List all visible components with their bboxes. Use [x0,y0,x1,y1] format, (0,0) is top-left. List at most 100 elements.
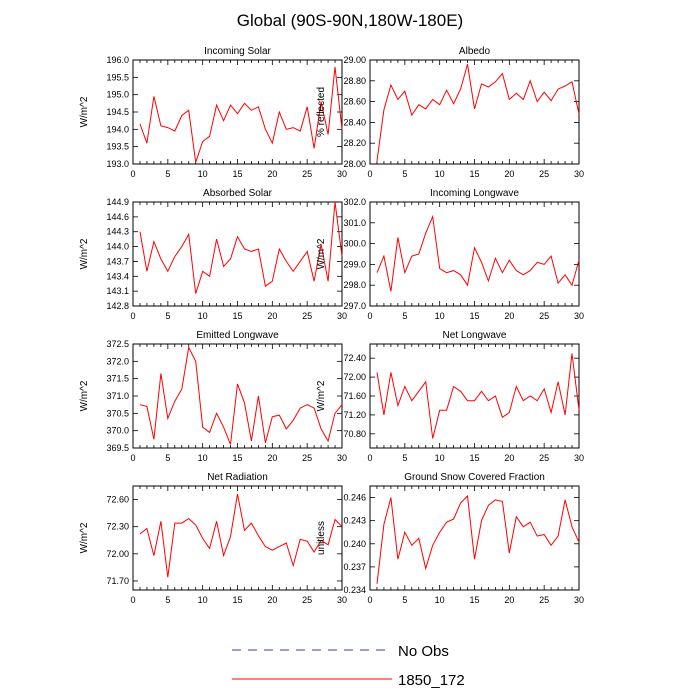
x-tick-label: 20 [267,311,277,321]
y-tick-label: 28.20 [343,138,366,148]
x-tick-label: 30 [574,453,584,463]
x-tick-label: 20 [504,169,514,179]
panel-title: Net Radiation [207,472,268,483]
legend-label-no-obs: No Obs [398,643,449,660]
x-tick-label: 5 [165,453,170,463]
x-tick-label: 10 [435,453,445,463]
x-tick-label: 5 [402,453,407,463]
x-tick-label: 25 [302,453,312,463]
plot-frame [369,485,580,591]
x-tick-label: 25 [302,311,312,321]
panel-title: Incoming Longwave [430,188,519,199]
y-tick-label: 194.5 [106,107,129,117]
x-tick-label: 5 [402,311,407,321]
x-tick-label: 10 [435,311,445,321]
x-tick-label: 25 [539,453,549,463]
panel-absorbed-solar: Absorbed Solar W/m^2 0 5 10 15 20 25 30 142.8 143.… [79,188,347,321]
x-tick-label: 10 [435,595,445,605]
y-tick-label: 28.60 [343,97,366,107]
panel-title: Emitted Longwave [196,330,279,341]
y-tick-label: 193.5 [106,142,129,152]
x-tick-label: 0 [367,453,372,463]
panel-net-radiation: Net Radiation W/m^2 0 5 10 15 20 25 30 71.70 72.00… [79,472,347,605]
x-tick-label: 30 [337,169,347,179]
x-tick-label: 30 [337,595,347,605]
x-tick-label: 5 [402,169,407,179]
x-tick-label: 0 [367,311,372,321]
x-tick-label: 25 [539,311,549,321]
x-tick-label: 15 [469,169,479,179]
y-tick-label: 195.0 [106,90,129,100]
y-tick-label: 195.5 [106,72,129,82]
y-tick-label: 72.00 [106,549,129,559]
y-tick-label: 142.8 [106,301,129,311]
series-line-1850-172 [376,64,580,161]
y-tick-label: 143.7 [106,256,129,266]
y-tick-label: 144.6 [106,212,129,222]
x-tick-label: 5 [165,169,170,179]
x-tick-label: 15 [469,453,479,463]
x-tick-label: 30 [574,311,584,321]
y-tick-label: 29.00 [343,55,366,65]
x-tick-label: 10 [435,169,445,179]
y-tick-label: 300.0 [343,239,366,249]
y-tick-label: 193.0 [106,159,129,169]
x-tick-label: 10 [198,595,208,605]
y-tick-label: 371.5 [106,374,129,384]
series-line-1850-172 [376,494,580,584]
y-tick-label: 299.0 [343,259,366,269]
x-tick-label: 5 [402,595,407,605]
x-tick-label: 20 [504,595,514,605]
x-tick-label: 25 [302,169,312,179]
y-tick-label: 371.0 [106,391,129,401]
x-tick-label: 30 [337,311,347,321]
plot-frame [369,59,580,165]
x-tick-label: 20 [504,453,514,463]
y-tick-label: 301.0 [343,218,366,228]
y-tick-label: 369.5 [106,443,129,453]
x-tick-label: 20 [504,311,514,321]
panel-title: Incoming Solar [204,46,271,57]
y-tick-label: 143.1 [106,286,129,296]
y-axis-label: W/m^2 [79,238,90,269]
panel-net-longwave: Net Longwave W/m^2 0 5 10 15 20 25 30 70.80 71.20 7… [316,330,584,463]
y-tick-label: 143.4 [106,271,129,281]
y-tick-label: 0.240 [343,539,366,549]
y-tick-label: 372.0 [106,356,129,366]
plot-frame [132,59,343,165]
x-tick-label: 0 [367,595,372,605]
x-tick-label: 15 [232,311,242,321]
y-tick-label: 71.70 [106,576,129,586]
y-tick-label: 28.40 [343,117,366,127]
legend-label-1850-172: 1850_172 [398,672,465,689]
x-tick-label: 20 [267,169,277,179]
x-tick-label: 10 [198,169,208,179]
y-axis-label: W/m^2 [316,380,327,411]
y-tick-label: 144.9 [106,197,129,207]
y-axis-label: unitless [316,521,327,555]
x-tick-label: 25 [302,595,312,605]
plot-frame [132,201,343,307]
series-line-1850-172 [376,214,580,292]
y-tick-label: 72.00 [343,372,366,382]
x-tick-label: 15 [232,169,242,179]
y-axis-label: W/m^2 [79,522,90,553]
y-tick-label: 72.40 [343,353,366,363]
panel-title: Net Longwave [443,330,507,341]
x-tick-label: 0 [130,311,135,321]
y-tick-label: 144.0 [106,242,129,252]
y-tick-label: 372.5 [106,339,129,349]
y-tick-label: 0.243 [343,516,366,526]
y-tick-label: 297.0 [343,301,366,311]
x-tick-label: 15 [469,595,479,605]
y-tick-label: 71.20 [343,410,366,420]
x-tick-label: 0 [130,595,135,605]
y-tick-label: 196.0 [106,55,129,65]
y-axis-label: W/m^2 [79,96,90,127]
figure-title: Global (90S-90N,180W-180E) [237,11,463,30]
series-line-1850-172 [139,66,343,163]
y-tick-label: 144.3 [106,227,129,237]
panel-title: Ground Snow Covered Fraction [404,472,545,483]
